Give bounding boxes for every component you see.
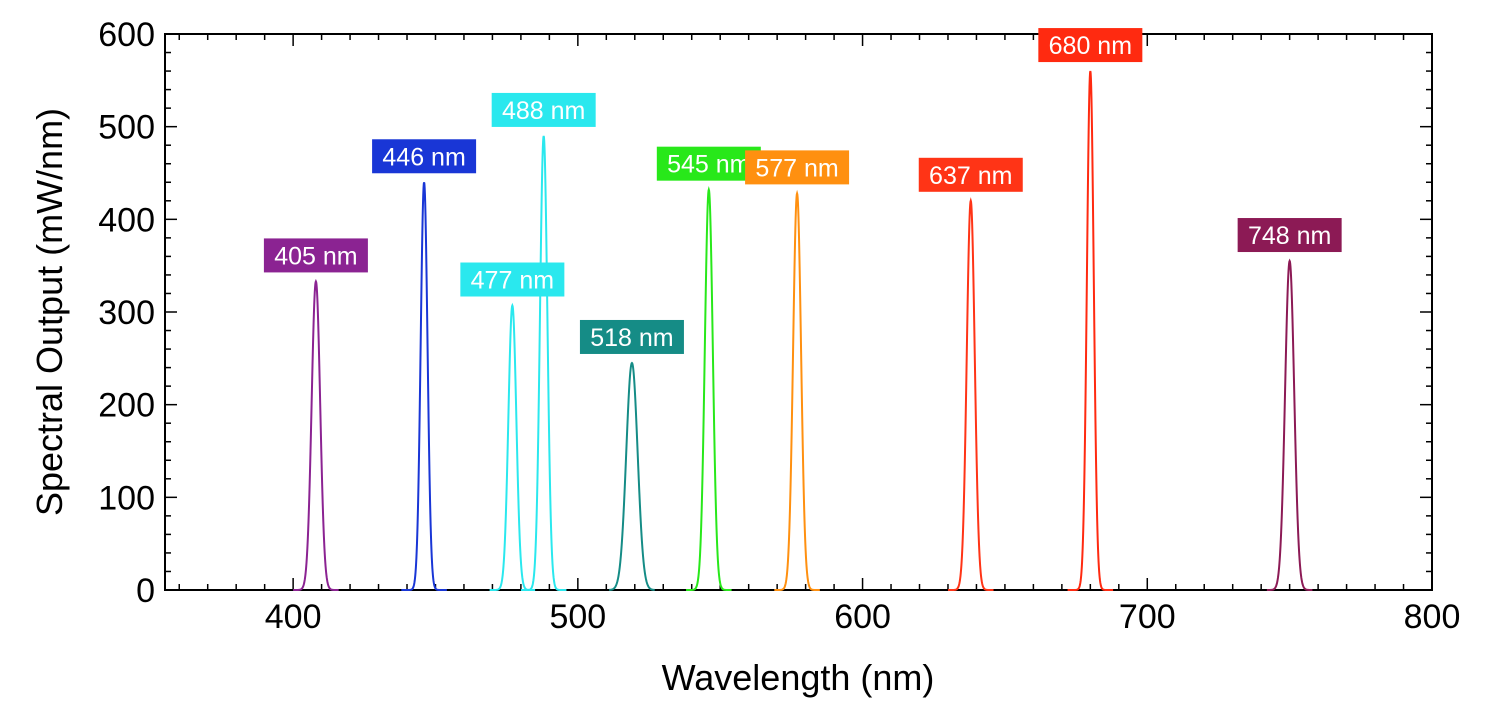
peak-line: [1067, 70, 1114, 591]
y-tick-label: 0: [136, 572, 155, 610]
peak-label-box: [372, 139, 477, 174]
peak-label-text: 748 nm: [1248, 222, 1331, 250]
spectral-peaks: [293, 70, 1313, 591]
peak-label: 446 nm: [372, 139, 477, 174]
peak-line: [609, 361, 655, 591]
peak-line: [489, 302, 536, 591]
peak-line: [1266, 258, 1313, 591]
peak-label: 488 nm: [491, 92, 596, 127]
x-axis-title: Wavelength (nm): [662, 657, 935, 698]
peak-label-text: 488 nm: [502, 97, 585, 125]
peak-label: 477 nm: [460, 262, 565, 297]
peak-label: 748 nm: [1237, 218, 1342, 253]
peak-line: [686, 185, 732, 591]
peak-line: [947, 197, 994, 591]
peak-label: 518 nm: [579, 319, 684, 354]
peak-line: [401, 182, 447, 591]
peak-label: 577 nm: [745, 150, 850, 185]
peak-label-box: [656, 146, 761, 181]
y-tick-label: 100: [98, 479, 155, 517]
peak-label-text: 680 nm: [1049, 32, 1132, 60]
x-tick-label: 400: [265, 598, 322, 636]
x-tick-label: 800: [1404, 598, 1461, 636]
x-tick-label: 500: [549, 598, 606, 636]
y-tick-label: 200: [98, 387, 155, 425]
peak-label-text: 577 nm: [755, 154, 838, 182]
y-tick-label: 500: [98, 109, 155, 147]
y-tick-label: 300: [98, 294, 155, 332]
peak-label-box: [1038, 28, 1143, 63]
peak-label-box: [918, 157, 1023, 192]
axis-ticks: [165, 33, 1433, 591]
x-tick-label: 700: [1119, 598, 1176, 636]
peak-label-box: [745, 150, 850, 185]
plot-frame: [164, 33, 1433, 591]
axis-tick-labels: 400 500 600 700 800 0 100 200 300 400 500 600: [98, 16, 1460, 636]
peak-label-text: 637 nm: [929, 162, 1012, 190]
peak-label-box: [491, 92, 596, 127]
peak-line: [520, 135, 567, 591]
peak-label: 637 nm: [918, 157, 1023, 192]
peak-label-text: 545 nm: [667, 151, 750, 179]
peak-labels: 405 nm 446 nm 477 nm 488 nm 518 nm 545 nm 577 …: [263, 28, 1342, 354]
peak-label-box: [460, 262, 565, 297]
peak-label: 405 nm: [263, 238, 368, 273]
peak-label: 545 nm: [656, 146, 761, 181]
peak-label: 680 nm: [1038, 28, 1143, 63]
peak-label-text: 477 nm: [471, 267, 554, 295]
peak-label-text: 518 nm: [590, 324, 673, 352]
y-axis-title: Spectral Output (mW/nm): [29, 108, 70, 516]
peak-line: [293, 278, 339, 591]
y-tick-label: 400: [98, 201, 155, 239]
y-tick-label: 600: [98, 16, 155, 54]
peak-label-box: [579, 319, 684, 354]
peak-label-box: [263, 238, 368, 273]
peak-line: [774, 189, 820, 591]
peak-label-text: 405 nm: [274, 242, 357, 270]
peak-label-text: 446 nm: [382, 143, 465, 171]
peak-label-box: [1237, 218, 1342, 253]
x-tick-label: 600: [834, 598, 891, 636]
